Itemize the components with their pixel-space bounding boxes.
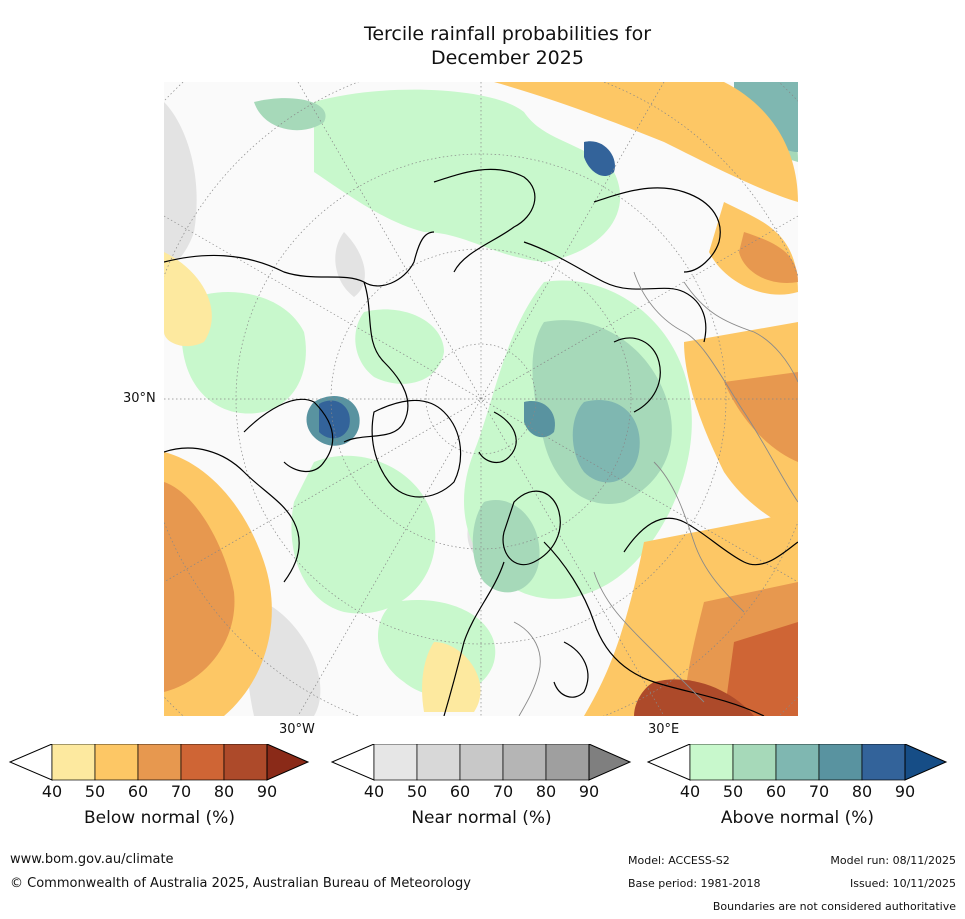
cb2-seg-3 <box>459 744 504 781</box>
base-period: Base period: 1981-2018 <box>628 877 761 890</box>
website-link[interactable]: www.bom.gov.au/climate <box>10 852 174 867</box>
cb3-seg-5 <box>861 744 906 781</box>
polar-rainfall-map <box>164 82 798 716</box>
cb3-tick: 50 <box>722 782 744 801</box>
cb1-seg-1 <box>51 744 96 781</box>
cb3-tick: 70 <box>808 782 830 801</box>
cb2-seg-2 <box>416 744 461 781</box>
cb3-under-arrow <box>646 744 691 781</box>
cb1-caption: Below normal (%) <box>84 808 235 828</box>
cb2-over-arrow <box>588 744 632 781</box>
issued-date: Issued: 10/11/2025 <box>849 877 956 890</box>
cb1-tick: 90 <box>256 782 278 801</box>
cb2-tick: 60 <box>449 782 471 801</box>
colorbar-below-normal <box>8 744 310 781</box>
colorbar-above-normal <box>646 744 948 781</box>
cb3-caption: Above normal (%) <box>720 808 875 828</box>
map-canvas <box>164 82 798 716</box>
lon-label-30e: 30°E <box>648 722 680 737</box>
cb2-seg-1 <box>373 744 418 781</box>
coastlines <box>164 168 798 716</box>
cb1-under-arrow <box>8 744 53 781</box>
cb3-seg-3 <box>775 744 820 781</box>
cb3-seg-4 <box>818 744 863 781</box>
cb1-tick: 70 <box>170 782 192 801</box>
cb3-tick: 40 <box>679 782 701 801</box>
lat-label-30n: 30°N <box>123 391 156 406</box>
cb2-tick: 40 <box>363 782 385 801</box>
title-line-1: Tercile rainfall probabilities for <box>363 23 652 45</box>
cb1-tick: 50 <box>84 782 106 801</box>
cb3-seg-2 <box>732 744 777 781</box>
map-title: Tercile rainfall probabilities for Decem… <box>0 22 965 70</box>
cb1-seg-3 <box>137 744 182 781</box>
graticule <box>164 82 798 716</box>
cb2-seg-4 <box>502 744 547 781</box>
copyright-text: © Commonwealth of Australia 2025, Austra… <box>10 876 471 891</box>
cb1-seg-2 <box>94 744 139 781</box>
below-normal-regions <box>164 82 798 716</box>
cb3-over-arrow <box>904 744 948 781</box>
cb1-tick: 60 <box>127 782 149 801</box>
title-line-2: December 2025 <box>431 47 584 69</box>
cb2-tick: 50 <box>406 782 428 801</box>
model-run: Model run: 08/11/2025 <box>830 854 956 867</box>
cb3-tick: 80 <box>851 782 873 801</box>
borders <box>513 271 798 716</box>
cb2-under-arrow <box>330 744 375 781</box>
cb2-tick: 70 <box>492 782 514 801</box>
cb1-seg-5 <box>223 744 268 781</box>
boundaries-disclaimer: Boundaries are not considered authoritat… <box>712 900 956 913</box>
lon-label-30w: 30°W <box>279 722 315 737</box>
model-name: Model: ACCESS-S2 <box>628 854 730 867</box>
cb1-tick: 80 <box>213 782 235 801</box>
cb2-caption: Near normal (%) <box>411 808 552 828</box>
cb2-tick: 80 <box>535 782 557 801</box>
cb1-tick: 40 <box>41 782 63 801</box>
cb3-tick: 60 <box>765 782 787 801</box>
cb1-over-arrow <box>266 744 310 781</box>
cb2-tick: 90 <box>578 782 600 801</box>
colorbar-near-normal <box>330 744 632 781</box>
cb3-tick: 90 <box>894 782 916 801</box>
cb3-seg-1 <box>689 744 734 781</box>
cb1-seg-4 <box>180 744 225 781</box>
cb2-seg-5 <box>545 744 590 781</box>
